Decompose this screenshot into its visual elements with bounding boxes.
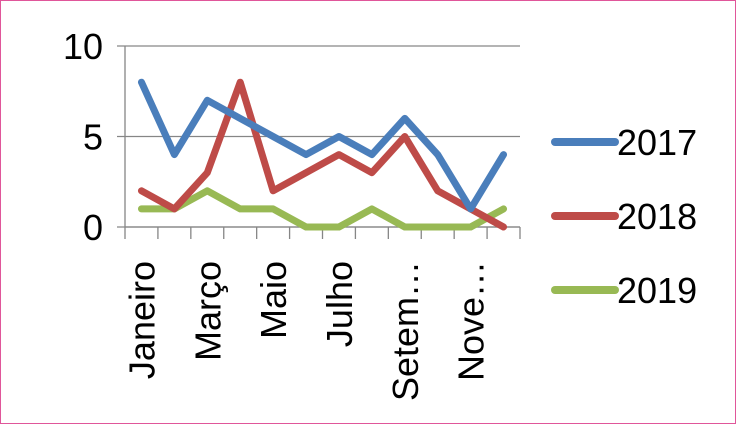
y-tick-label-10: 10 (63, 26, 103, 67)
y-tick-label-5: 5 (83, 117, 103, 158)
series-lines (137, 78, 508, 231)
x-tick-label-4: Maio (253, 261, 294, 339)
y-tick-label-0: 0 (83, 207, 103, 248)
x-tick-label-2: Março (187, 261, 228, 361)
legend-label-2018: 2018 (617, 196, 697, 237)
x-tick-label-6: Julho (319, 261, 360, 347)
x-tick-label-8: Setem… (385, 261, 426, 401)
series-line-2019 (137, 187, 508, 231)
axes: 0 5 10 Janeiro Março Maio Julho Setem… Nove… (63, 26, 521, 401)
x-tick-label-10: Nove… (451, 261, 492, 381)
series-line-2018 (137, 78, 508, 231)
legend: 2017 2018 2019 (551, 122, 697, 311)
legend-label-2019: 2019 (617, 270, 697, 311)
legend-label-2017: 2017 (617, 122, 697, 163)
series-line-2017 (137, 78, 508, 213)
x-tick-label-0: Janeiro (121, 261, 162, 379)
